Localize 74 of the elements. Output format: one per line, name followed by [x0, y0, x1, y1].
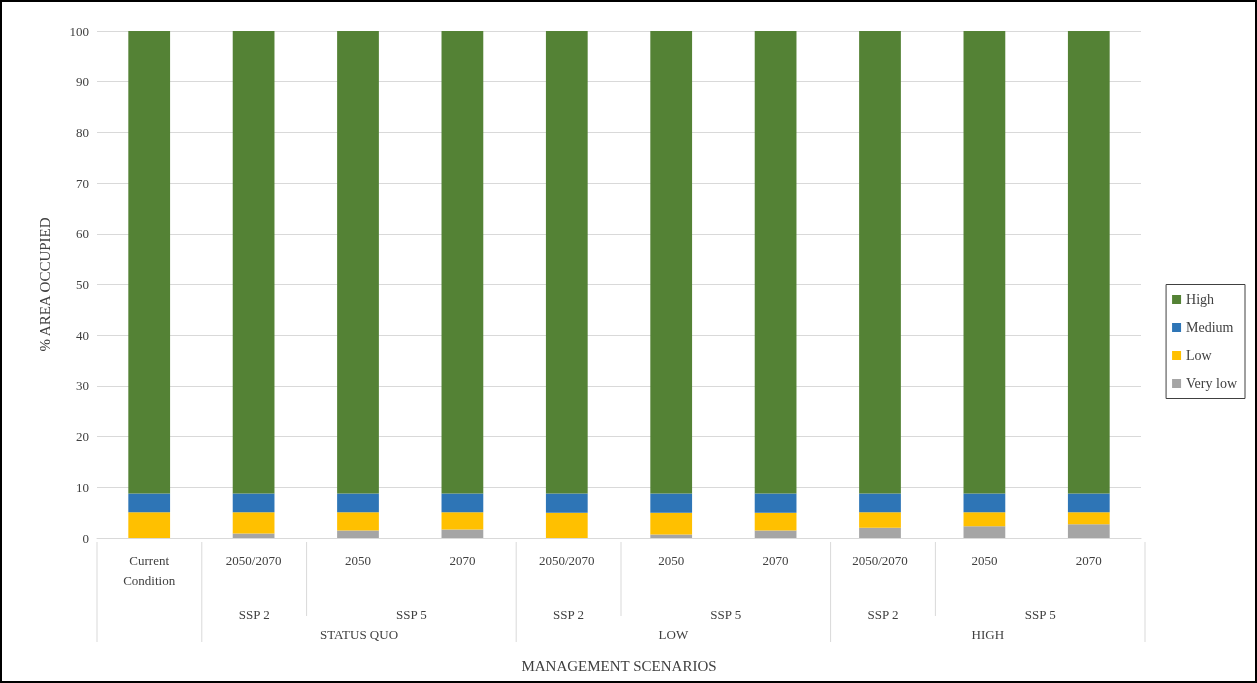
bar: [128, 493, 171, 513]
x-axis-title: MANAGEMENT SCENARIOS: [521, 657, 717, 674]
bar: [754, 31, 797, 494]
x-tick-label: 2050: [345, 552, 371, 568]
bar: [232, 533, 275, 538]
bar: [650, 534, 693, 538]
bar: [963, 526, 1006, 538]
y-tick-label: 90: [76, 74, 89, 90]
bar: [1067, 524, 1110, 538]
text: SSP 2: [238, 606, 270, 622]
y-tick-label: 30: [76, 378, 89, 394]
bar: [754, 530, 797, 538]
bar: [650, 493, 693, 513]
y-tick-label: 100: [69, 23, 89, 39]
legend-label: Very low: [1186, 376, 1238, 391]
y-tick-label: 70: [76, 175, 89, 191]
bar: [1067, 512, 1110, 525]
x-tick-label: 2070: [762, 552, 789, 568]
bar: [650, 31, 693, 494]
text: SSP 5: [395, 606, 427, 622]
text: STATUS QUO: [319, 626, 399, 642]
bar: [963, 31, 1006, 494]
bar: [754, 493, 797, 513]
bar: [859, 31, 901, 494]
y-tick-label: 80: [76, 124, 89, 140]
text: HIGH: [971, 626, 1005, 642]
bar: [232, 493, 275, 513]
bar: [128, 31, 171, 494]
y-tick-label: 0: [82, 530, 89, 546]
legend-label: Medium: [1186, 320, 1234, 335]
y-tick-label: 20: [76, 429, 89, 445]
bar: [232, 512, 275, 534]
y-axis-title: % AREA OCCUPIED: [36, 217, 53, 352]
bar: [128, 512, 171, 538]
y-tick-label: 10: [76, 479, 89, 495]
bar: [337, 493, 379, 513]
legend-label: Low: [1186, 348, 1213, 363]
bar: [650, 512, 693, 535]
y-tick-label: 60: [76, 226, 89, 242]
x-tick-label: 2050: [658, 552, 685, 568]
x-tick-label: 2070: [449, 552, 476, 568]
text: SSP 5: [710, 606, 742, 622]
bar: [441, 529, 484, 538]
bar: [545, 31, 588, 494]
bar: [545, 493, 588, 513]
bar: [441, 493, 484, 513]
bar: [337, 512, 379, 531]
bar: [441, 31, 484, 494]
bar: [545, 512, 588, 538]
bar: [1067, 493, 1110, 513]
text: SSP 2: [553, 606, 585, 622]
text: SSP 2: [867, 606, 899, 622]
x-tick-label: 2050: [971, 552, 998, 568]
bar: [859, 527, 901, 538]
bar: [337, 31, 379, 494]
legend-label: High: [1186, 292, 1215, 307]
bar: [1067, 31, 1110, 494]
bar: [859, 512, 901, 528]
x-tick-label: 2050/2070: [225, 552, 282, 568]
y-tick-label: 50: [76, 277, 89, 292]
bar: [232, 31, 275, 494]
bar: [337, 530, 379, 538]
x-tick-label: 2070: [1075, 552, 1102, 568]
bar: [754, 512, 797, 531]
text: LOW: [658, 626, 689, 642]
x-tick-label: Current Condition: [123, 552, 176, 588]
bar: [859, 493, 901, 513]
bar: [441, 512, 484, 530]
bar: [963, 493, 1006, 513]
y-tick-label: 40: [76, 327, 89, 343]
x-tick-label: 2050/2070: [852, 552, 908, 568]
text: SSP 5: [1024, 606, 1056, 622]
x-tick-label: 2050/2070: [538, 552, 595, 568]
bar: [963, 512, 1006, 527]
